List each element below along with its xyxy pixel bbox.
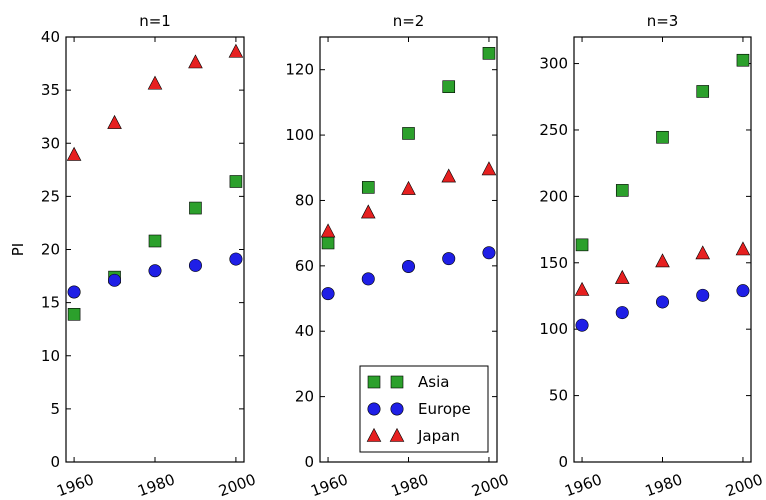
data-point-japan: [614, 269, 630, 284]
panel-1: 0 5 10 15 20 25 30 35 40 1960 1980 2000 n=1 PI: [9, 12, 258, 500]
y-tick-label: 200: [539, 187, 568, 205]
data-point-japan: [655, 253, 670, 268]
data-point-asia: [321, 236, 335, 250]
panel-3: 0 50 100 150 200 250 300 1960 1980 2000 n=3: [539, 12, 765, 500]
legend-box: [359, 365, 489, 453]
data-point-japan: [695, 245, 711, 260]
x-tick-label: 1980: [389, 470, 431, 500]
y-tick-label: 120: [285, 61, 314, 79]
legend-label-japan: Japan: [417, 427, 460, 445]
panel-title: n=2: [393, 12, 425, 30]
panel-2: 0 20 40 60 80 100 120 1960 1980 2000 n=2 Asia Europe…: [285, 12, 511, 500]
legend-label-asia: Asia: [418, 373, 449, 391]
y-tick-label: 40: [41, 28, 60, 46]
legend-marker-japan: [366, 427, 382, 442]
data-point-europe: [401, 259, 415, 273]
legend-marker-japan: [389, 427, 405, 442]
data-point-japan: [66, 146, 82, 161]
legend-marker-europe: [390, 402, 404, 416]
data-point-europe: [229, 252, 243, 266]
y-tick-label: 25: [41, 187, 60, 205]
legend-marker-asia: [390, 375, 404, 389]
y-tick-label: 5: [50, 400, 60, 418]
data-point-asia: [442, 80, 456, 93]
data-point-japan: [188, 54, 203, 69]
y-tick-label: 20: [295, 388, 314, 406]
y-tick-label: 35: [41, 81, 60, 99]
data-point-europe: [321, 287, 335, 301]
x-tick-label: 2000: [469, 470, 511, 500]
data-point-europe: [148, 264, 162, 278]
data-point-asia: [656, 130, 669, 144]
x-tick-label: 1960: [562, 470, 604, 500]
data-point-europe: [696, 288, 710, 302]
plot-frame: [65, 36, 245, 463]
y-tick-label: 100: [539, 320, 568, 338]
data-point-asia: [229, 175, 243, 188]
data-point-japan: [574, 281, 590, 296]
data-point-asia: [402, 127, 415, 140]
data-point-europe: [482, 246, 496, 260]
y-tick-label: 20: [41, 241, 60, 259]
y-tick-label: 30: [41, 134, 60, 152]
y-tick-label: 15: [41, 294, 60, 312]
data-point-japan: [228, 43, 244, 58]
y-tick-label: 300: [539, 55, 568, 73]
panel-title: n=3: [647, 12, 679, 30]
y-tick-label: 100: [285, 126, 314, 144]
y-tick-label: 0: [50, 453, 60, 471]
data-point-asia: [67, 308, 81, 321]
data-point-europe: [108, 273, 122, 287]
y-tick-label: 40: [295, 322, 314, 340]
data-point-asia: [482, 47, 496, 60]
legend-marker-asia: [367, 375, 381, 389]
data-point-europe: [615, 306, 629, 320]
x-tick-label: 1980: [643, 470, 685, 500]
data-point-europe: [361, 272, 375, 286]
x-tick-label: 1960: [308, 470, 350, 500]
data-point-asia: [615, 184, 629, 197]
y-tick-label: 150: [539, 254, 568, 272]
data-point-japan: [441, 168, 457, 183]
data-point-asia: [575, 238, 589, 252]
data-point-asia: [696, 85, 710, 98]
data-point-japan: [147, 75, 163, 90]
y-axis-label: PI: [9, 243, 27, 256]
legend: Asia Europe Japan: [359, 365, 489, 453]
x-tick-label: 1980: [135, 470, 177, 500]
data-point-europe: [575, 318, 589, 332]
data-point-europe: [442, 252, 456, 266]
data-point-japan: [735, 241, 751, 256]
data-point-asia: [736, 53, 750, 67]
data-point-asia: [189, 201, 202, 215]
data-point-japan: [320, 223, 336, 238]
x-tick-label: 1960: [54, 470, 96, 500]
legend-marker-europe: [367, 402, 381, 416]
data-point-asia: [361, 181, 375, 194]
panel-title: n=1: [139, 12, 171, 30]
y-tick-label: 250: [539, 121, 568, 139]
x-tick-label: 2000: [723, 470, 765, 500]
data-point-japan: [107, 114, 122, 129]
y-tick-label: 60: [295, 257, 314, 275]
data-point-europe: [188, 258, 202, 272]
y-tick-label: 10: [41, 347, 60, 365]
y-tick-label: 50: [549, 387, 568, 405]
y-tick-label: 0: [304, 453, 314, 471]
y-tick-label: 0: [558, 453, 568, 471]
x-tick-label: 2000: [216, 470, 258, 500]
data-point-europe: [655, 295, 669, 309]
data-point-japan: [401, 180, 416, 195]
data-point-japan: [481, 161, 497, 176]
data-point-europe: [736, 284, 750, 298]
y-tick-label: 80: [295, 191, 314, 209]
data-point-japan: [360, 204, 376, 219]
data-point-asia: [148, 234, 162, 248]
plot-frame: [573, 36, 752, 463]
legend-label-europe: Europe: [418, 400, 471, 418]
data-point-europe: [67, 285, 81, 299]
